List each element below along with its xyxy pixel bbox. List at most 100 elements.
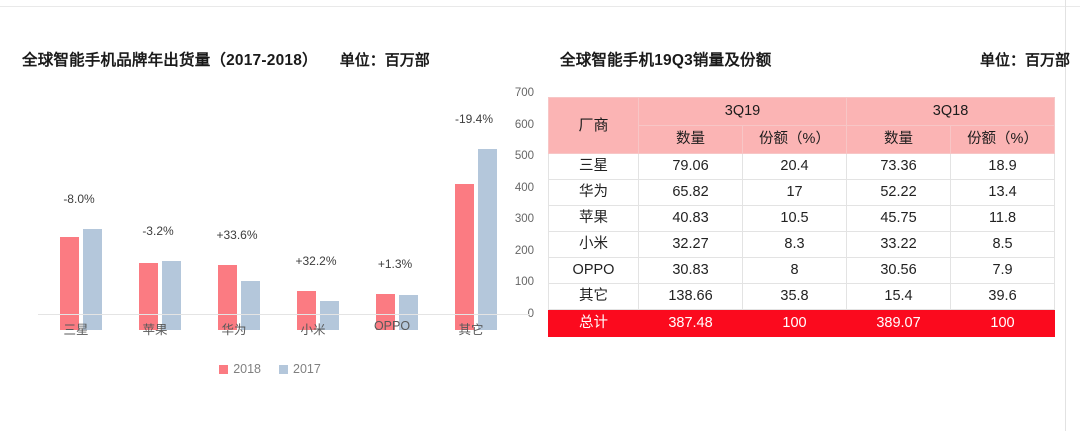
y-axis-tick-label: 600 <box>514 118 534 131</box>
cell-maker: OPPO <box>548 257 639 284</box>
x-axis-category-label: 华为 <box>221 323 247 337</box>
cell-q19_qty: 32.27 <box>638 231 743 258</box>
cell-maker: 华为 <box>548 179 639 206</box>
table-head: 厂商 3Q19 3Q18 数量 份额（%） 数量 份额（%） <box>548 97 1056 154</box>
legend-swatch-icon-2017 <box>279 364 288 374</box>
table-unit-label: 单位：百万部 <box>979 52 1070 69</box>
chart-panel: 全球智能手机品牌年出货量（2017-2018） 单位：百万部 700 600 500… <box>0 48 540 376</box>
bar-group <box>46 109 125 330</box>
x-axis-category-label: OPPO <box>373 319 411 333</box>
table-panel: 全球智能手机19Q3销量及份额 单位：百万部 厂商 3Q19 3Q18 数量 份… <box>540 0 1080 431</box>
table-row[interactable]: OPPO 30.83 8 30.56 7.9 <box>548 257 1056 284</box>
chart-unit-label: 单位：百万部 <box>339 52 430 69</box>
cell-q19_share: 10.5 <box>741 205 848 232</box>
cell-q19_share: 35.8 <box>741 283 848 310</box>
chart-header: 全球智能手机品牌年出货量（2017-2018） 单位：百万部 <box>22 48 430 70</box>
cell-q19_qty: 79.06 <box>638 153 743 180</box>
header-q18-qty: 数量 <box>846 125 952 154</box>
bar-2017[interactable] <box>241 281 260 330</box>
bar-value-label: +33.6% <box>216 227 258 242</box>
bar-chart: 700 600 500 400 300 200 100 0 <box>0 80 540 330</box>
bar-2017[interactable] <box>162 261 181 330</box>
table-row[interactable]: 苹果 40.83 10.5 45.75 11.8 <box>548 205 1056 232</box>
bar-2017[interactable] <box>399 294 418 330</box>
cell-q18_qty: 45.75 <box>846 205 952 232</box>
bar-2017[interactable] <box>478 149 497 330</box>
total-cell-q18_share: 100 <box>950 309 1056 337</box>
bar-2018[interactable] <box>60 236 79 330</box>
legend-label-2018: 2018 <box>233 362 261 376</box>
bar-value-label: -19.4% <box>454 112 494 127</box>
cell-maker: 三星 <box>548 153 639 180</box>
cell-q19_qty: 40.83 <box>638 205 743 232</box>
table-row[interactable]: 华为 65.82 17 52.22 13.4 <box>548 179 1056 206</box>
total-cell-q19_qty: 387.48 <box>638 309 743 337</box>
x-axis-category-label: 三星 <box>63 323 89 337</box>
legend-swatch-icon-2018 <box>219 364 229 374</box>
cell-q18_share: 7.9 <box>950 257 1056 284</box>
bar-group <box>441 109 520 330</box>
bar-value-label: -8.0% <box>63 191 95 206</box>
cell-maker: 小米 <box>548 231 639 258</box>
bar-group <box>204 109 283 330</box>
cell-q18_share: 13.4 <box>950 179 1056 206</box>
bar-2017[interactable] <box>320 300 339 330</box>
bar-value-label: -3.2% <box>142 224 174 239</box>
cell-q19_qty: 30.83 <box>638 257 743 284</box>
header-maker: 厂商 <box>548 97 639 154</box>
table-total-row: 总计 387.48 100 389.07 100 <box>548 309 1056 337</box>
x-axis-category-label: 苹果 <box>142 323 168 337</box>
top-divider <box>0 6 1080 7</box>
bar-group <box>362 109 441 330</box>
bar-group <box>283 109 362 330</box>
right-divider <box>1065 0 1066 431</box>
cell-q18_share: 8.5 <box>950 231 1056 258</box>
bar-2017[interactable] <box>83 228 102 330</box>
table-row[interactable]: 其它 138.66 35.8 15.4 39.6 <box>548 283 1056 310</box>
bar-2018[interactable] <box>139 263 158 330</box>
chart-title: 全球智能手机品牌年出货量（2017-2018） <box>22 52 318 69</box>
total-cell-maker: 总计 <box>548 309 639 337</box>
cell-q19_share: 8.3 <box>741 231 848 258</box>
cell-q18_share: 11.8 <box>950 205 1056 232</box>
cell-q18_qty: 52.22 <box>846 179 952 206</box>
header-group-3q19: 3Q19 <box>637 97 848 126</box>
legend-label-2017: 2017 <box>293 362 321 376</box>
cell-q18_share: 18.9 <box>950 153 1056 180</box>
legend-item-2018[interactable]: 2018 <box>219 362 261 376</box>
header-q19-share: 份额（%） <box>741 125 848 154</box>
x-axis-baseline <box>38 314 530 315</box>
cell-q18_share: 39.6 <box>950 283 1056 310</box>
y-axis-tick-label: 500 <box>514 150 534 163</box>
legend-item-2017[interactable]: 2017 <box>279 362 321 376</box>
table-row[interactable]: 小米 32.27 8.3 33.22 8.5 <box>548 231 1056 258</box>
total-cell-q19_share: 100 <box>741 309 848 337</box>
bar-2018[interactable] <box>297 291 316 330</box>
table-header-row-1: 厂商 3Q19 3Q18 <box>548 97 1056 154</box>
x-axis-category-label: 小米 <box>300 323 326 337</box>
bar-value-label: +1.3% <box>377 257 413 272</box>
cell-q19_qty: 138.66 <box>638 283 743 310</box>
bar-group <box>125 109 204 330</box>
y-axis-tick-label: 0 <box>527 308 534 320</box>
cell-q19_share: 20.4 <box>741 153 848 180</box>
y-axis-tick-label: 100 <box>514 276 534 289</box>
cell-maker: 其它 <box>548 283 639 310</box>
sales-share-table: 厂商 3Q19 3Q18 数量 份额（%） 数量 份额（%） 三星 79.06 20… <box>548 97 1056 337</box>
bar-2018[interactable] <box>455 184 474 330</box>
y-axis-tick-label: 400 <box>514 181 534 194</box>
table-title: 全球智能手机19Q3销量及份额 <box>560 52 772 69</box>
table-body: 三星 79.06 20.4 73.36 18.9 华为 65.82 17 52.22 13.4 苹果… <box>548 153 1056 337</box>
cell-q19_share: 17 <box>741 179 848 206</box>
bar-2018[interactable] <box>376 294 395 330</box>
header-q19-qty: 数量 <box>638 125 743 154</box>
y-axis-tick-label: 700 <box>514 87 534 99</box>
bar-value-label: +32.2% <box>295 254 337 269</box>
chart-legend: 2018 2017 <box>0 362 540 376</box>
table-row[interactable]: 三星 79.06 20.4 73.36 18.9 <box>548 153 1056 180</box>
total-cell-q18_qty: 389.07 <box>846 309 952 337</box>
cell-q18_qty: 73.36 <box>846 153 952 180</box>
cell-maker: 苹果 <box>548 205 639 232</box>
cell-q18_qty: 15.4 <box>846 283 952 310</box>
bar-2018[interactable] <box>218 264 237 330</box>
